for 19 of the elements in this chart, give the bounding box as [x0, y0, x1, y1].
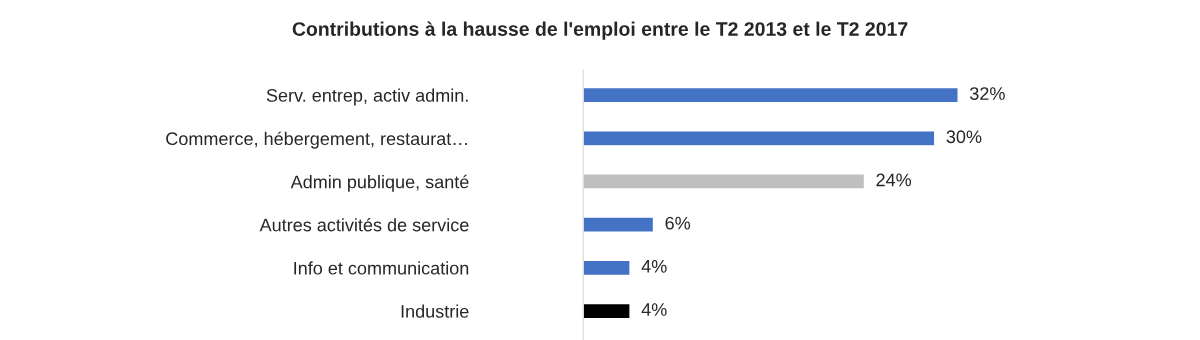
data-label: 4% — [641, 303, 667, 316]
bar — [583, 86, 959, 104]
y-tick-label: Serv. entrep, activ admin. — [266, 88, 468, 106]
data-label: 24% — [876, 173, 912, 187]
y-tick-label: Industrie — [401, 304, 469, 318]
data-label: 30% — [946, 130, 982, 144]
y-tick-label: Admin publique, santé — [290, 174, 469, 192]
bar — [583, 302, 631, 320]
y-tick-label: Info et communication — [294, 261, 469, 275]
bar — [583, 259, 631, 277]
bar — [583, 130, 936, 147]
data-label: 4% — [641, 260, 667, 273]
bar — [583, 216, 655, 233]
data-label: 6% — [665, 216, 691, 230]
chart-title: Contributions à la hausse de l'emploi entre le T2 2013 et le T2 2017 — [292, 21, 908, 40]
bar — [583, 173, 866, 190]
data-label: 32% — [970, 87, 1005, 100]
y-tick-label: Autres activités de service — [259, 217, 469, 232]
y-tick-label: Commerce, hébergement, restaurat… — [166, 131, 467, 149]
